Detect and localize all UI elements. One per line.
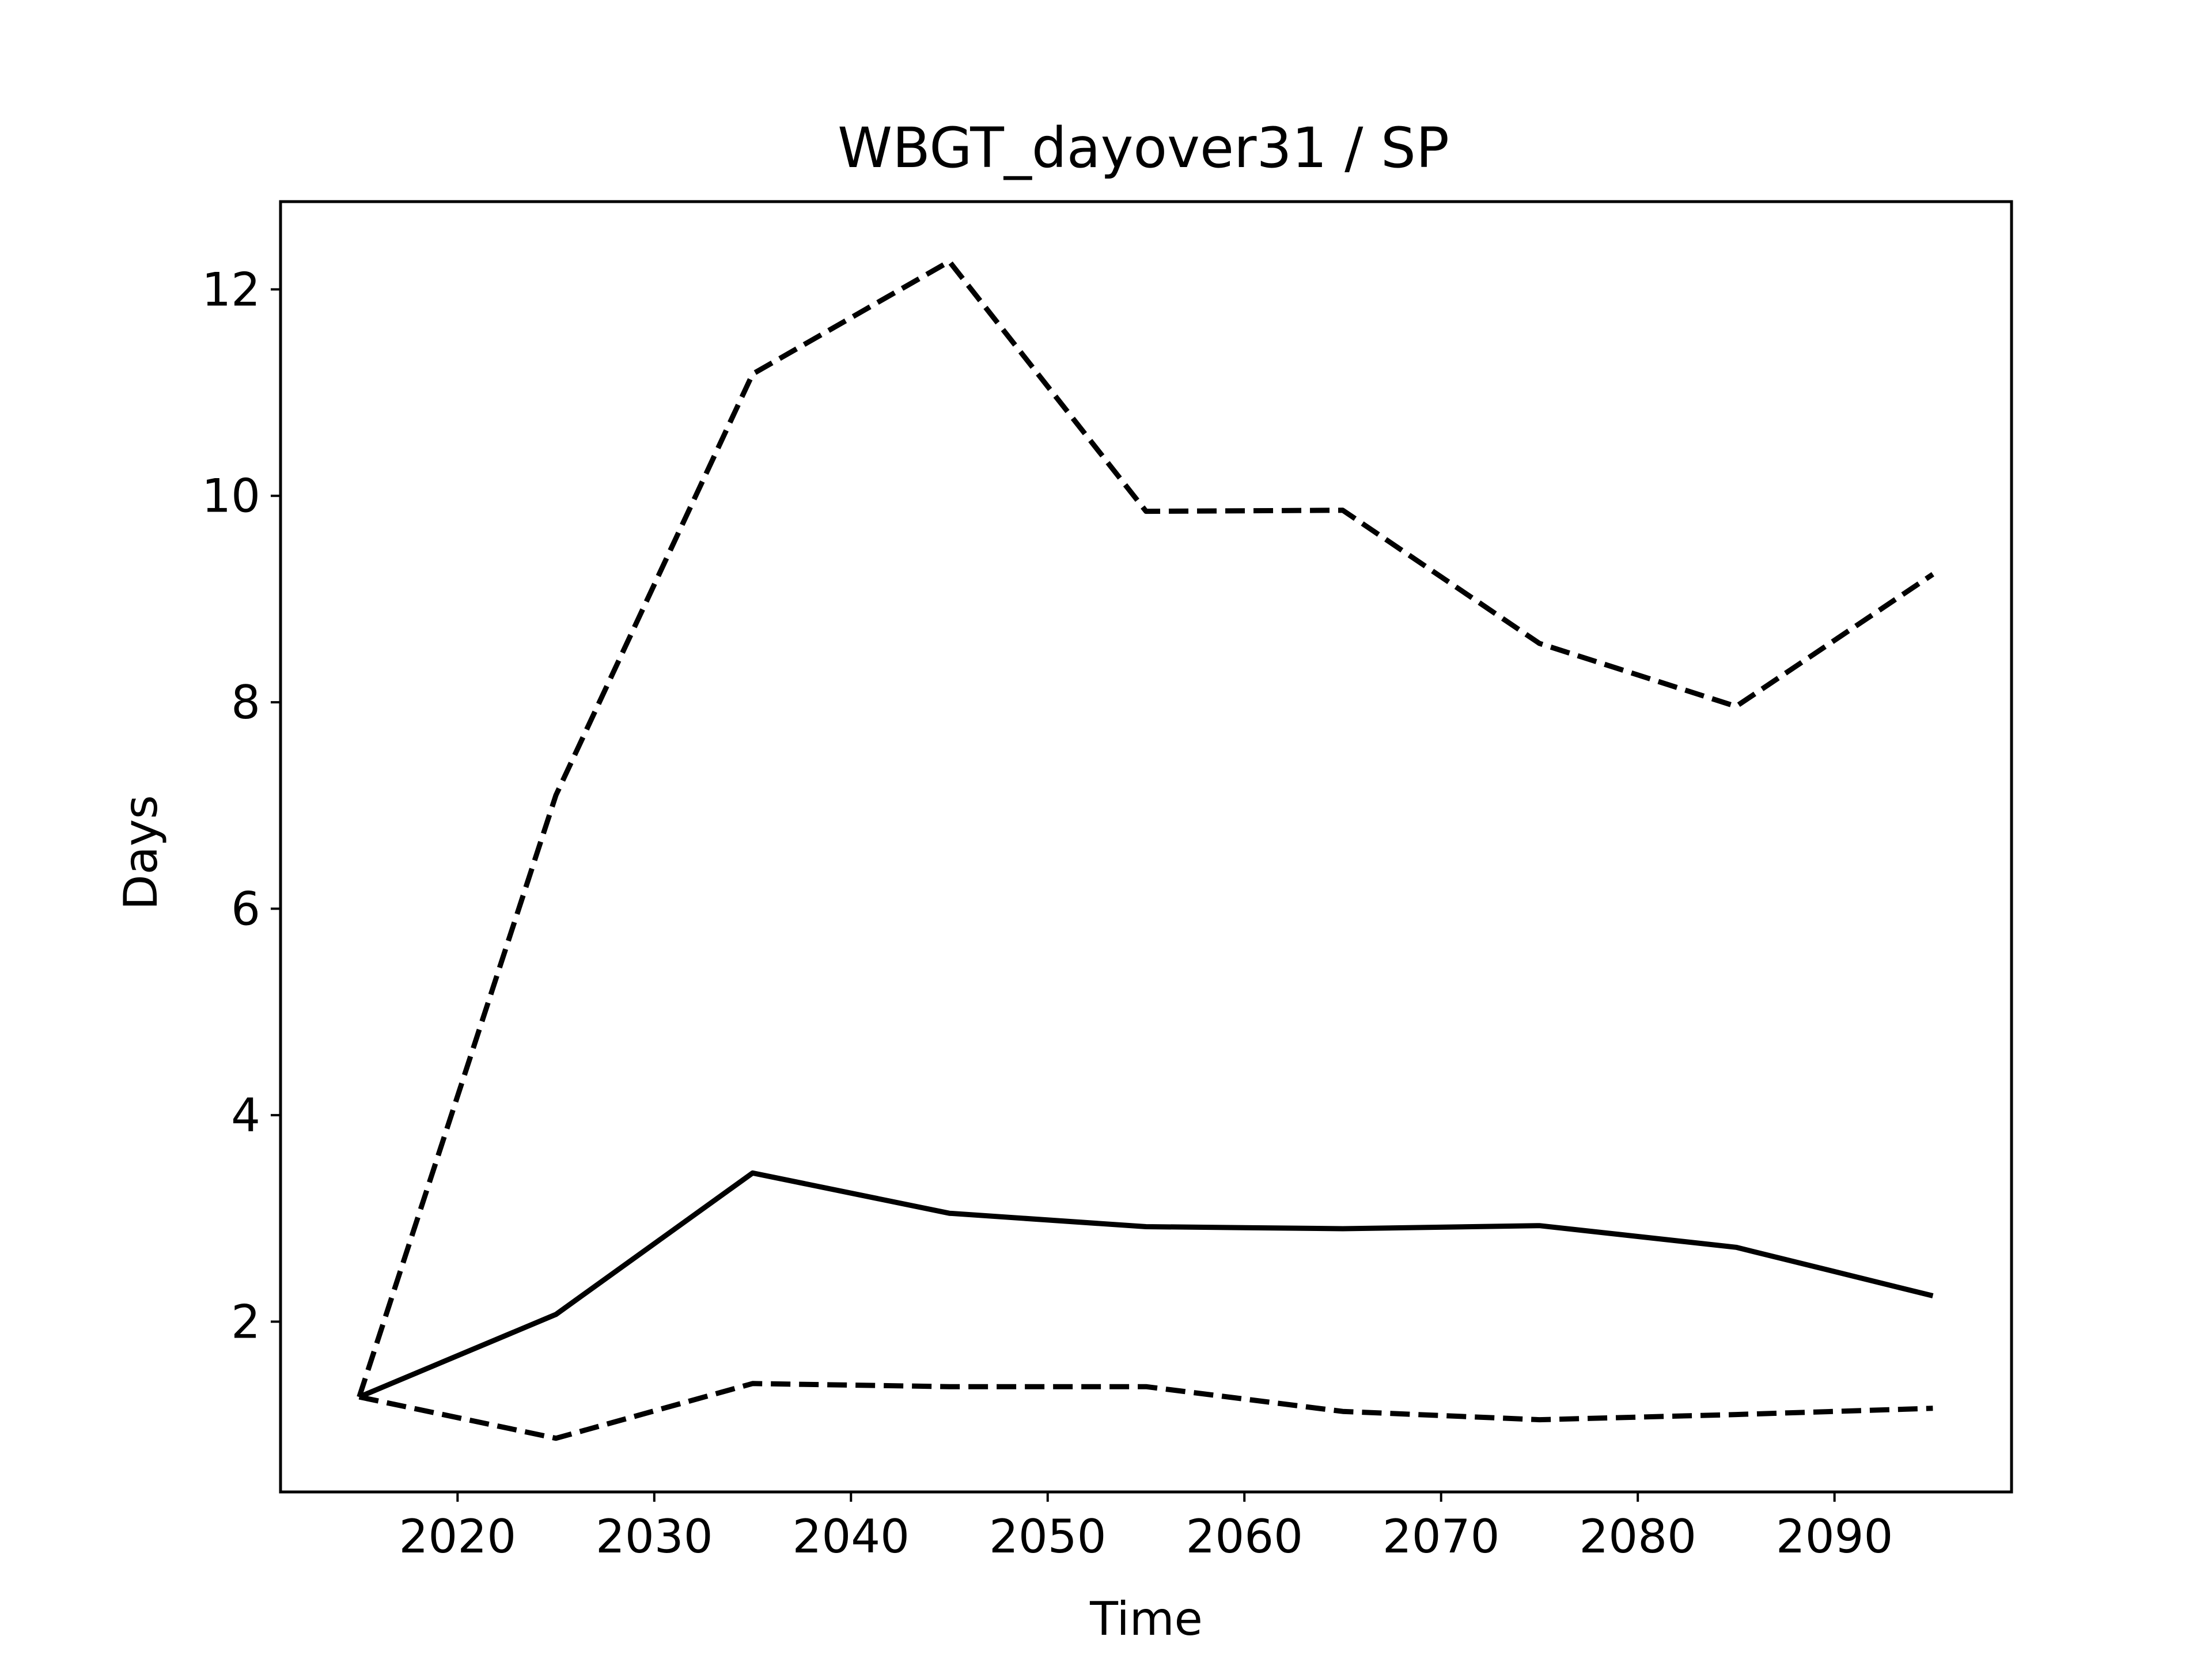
series-line-1 [358, 1170, 1934, 1400]
x-tick-label: 2030 [596, 1510, 713, 1563]
x-tick-label: 2020 [399, 1510, 517, 1563]
y-tick-label: 12 [202, 263, 260, 316]
y-tick-label: 6 [231, 882, 260, 936]
x-tick-label: 2050 [989, 1510, 1107, 1563]
x-tick-label: 2090 [1776, 1510, 1893, 1563]
y-axis-label: Days [114, 795, 168, 910]
y-tick-label: 2 [231, 1295, 260, 1349]
y-tick-label: 8 [231, 676, 260, 729]
axis-ticks: 2020 2030 2040 2050 2060 2070 2080 2090 2 4 6 8 10 12 [202, 263, 1893, 1563]
x-axis-label: Time [1089, 1592, 1203, 1646]
x-tick-label: 2060 [1185, 1510, 1303, 1563]
x-tick-label: 2040 [792, 1510, 910, 1563]
x-tick-label: 2080 [1579, 1510, 1696, 1563]
plot-frame [279, 200, 2013, 1494]
y-tick-label: 10 [202, 469, 260, 523]
x-tick-label: 2070 [1382, 1510, 1500, 1563]
series-line-2 [357, 259, 1934, 1398]
chart-title: WBGT_dayover31 / SP [838, 116, 1449, 180]
series-group [357, 259, 1934, 1441]
series-line-3 [358, 1381, 1933, 1441]
y-tick-label: 4 [231, 1089, 260, 1142]
